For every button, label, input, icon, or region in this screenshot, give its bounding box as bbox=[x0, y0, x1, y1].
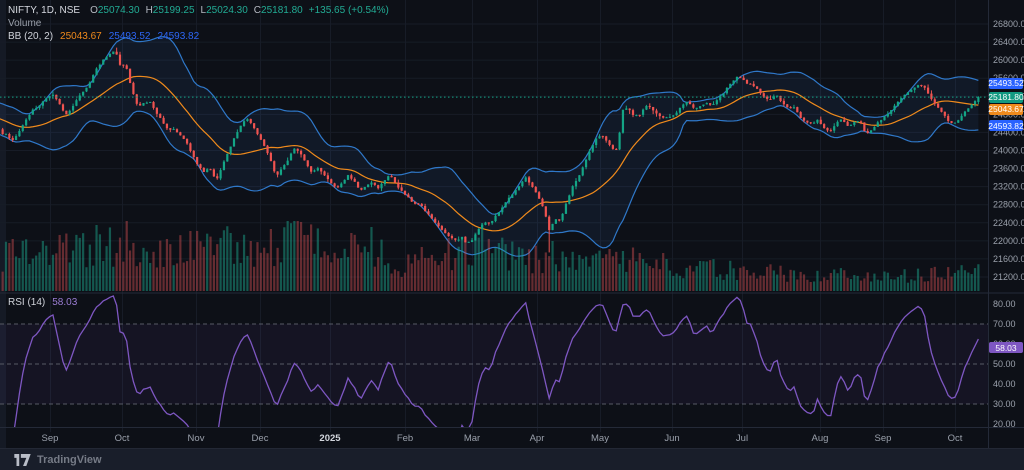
rsi-pane bbox=[0, 295, 988, 427]
price-axis[interactable] bbox=[988, 0, 1024, 448]
bb-upper-value: 25493.52 bbox=[108, 31, 151, 42]
price-label-badge: 25181.80 bbox=[988, 91, 1024, 103]
bollinger-bands bbox=[0, 36, 979, 257]
price-tick: 26800.00 bbox=[993, 19, 1024, 29]
low-value: 25024.30 bbox=[206, 5, 248, 16]
time-tick: Oct bbox=[115, 433, 130, 444]
open-label: O bbox=[90, 5, 98, 16]
volume-bars bbox=[1, 221, 980, 291]
bottom-bar: TradingView bbox=[0, 448, 1024, 470]
price-tick: 26400.00 bbox=[993, 37, 1024, 47]
rsi-tick: 70.00 bbox=[993, 319, 1016, 329]
symbol-legend: NIFTY, 1D, NSE O 25074.30 H 25199.25 L 2502… bbox=[8, 4, 389, 43]
tradingview-brand-text: TradingView bbox=[37, 453, 102, 466]
rsi-tick: 20.00 bbox=[993, 419, 1016, 429]
time-tick: Aug bbox=[812, 433, 829, 444]
time-tick: Nov bbox=[188, 433, 205, 444]
bb-lower-value: 24593.82 bbox=[157, 31, 200, 42]
time-tick: May bbox=[591, 433, 609, 444]
high-value: 25199.25 bbox=[152, 5, 195, 16]
price-tick: 23200.00 bbox=[993, 182, 1024, 192]
rsi-value: 58.03 bbox=[52, 297, 78, 308]
volume-row: Volume bbox=[8, 17, 389, 30]
time-tick: Jun bbox=[664, 433, 679, 444]
ohlc-row: NIFTY, 1D, NSE O 25074.30 H 25199.25 L 2502… bbox=[8, 4, 389, 17]
price-tick: 23600.00 bbox=[993, 164, 1024, 174]
low-label: L bbox=[200, 5, 207, 16]
price-tick: 24400.00 bbox=[993, 127, 1024, 137]
close-label: C bbox=[253, 5, 262, 16]
candlesticks bbox=[1, 47, 980, 253]
price-tick: 21600.00 bbox=[993, 254, 1024, 264]
bb-row: BB (20, 2) 25043.67 25493.52 24593.82 bbox=[8, 30, 389, 43]
price-label-badge: 25043.67 bbox=[988, 103, 1024, 115]
time-tick: Dec bbox=[252, 433, 269, 444]
gridlines bbox=[0, 0, 988, 427]
tradingview-attribution[interactable]: TradingView bbox=[14, 453, 102, 466]
time-tick: Apr bbox=[530, 433, 545, 444]
close-value: 25181.80 bbox=[261, 5, 303, 16]
price-tick: 21200.00 bbox=[993, 272, 1024, 282]
time-axis[interactable] bbox=[0, 428, 988, 448]
tradingview-logo-icon bbox=[14, 453, 31, 466]
time-tick: Oct bbox=[948, 433, 963, 444]
time-tick: Feb bbox=[397, 433, 413, 444]
open-value: 25074.30 bbox=[97, 5, 140, 16]
high-label: H bbox=[145, 5, 153, 16]
change-value: +135.65 (+0.54%) bbox=[308, 5, 389, 16]
bb-indicator-label[interactable]: BB (20, 2) bbox=[8, 31, 54, 42]
time-tick: 2025 bbox=[319, 433, 341, 444]
rsi-tick: 40.00 bbox=[993, 379, 1016, 389]
rsi-tick: 30.00 bbox=[993, 399, 1016, 409]
volume-indicator-label[interactable]: Volume bbox=[8, 18, 42, 29]
bb-basis-value: 25043.67 bbox=[60, 31, 102, 42]
time-tick: Sep bbox=[42, 433, 59, 444]
price-tick: 26000.00 bbox=[993, 55, 1024, 65]
price-tick: 22800.00 bbox=[993, 200, 1024, 210]
time-tick: Mar bbox=[464, 433, 480, 444]
price-tick: 22400.00 bbox=[993, 218, 1024, 228]
rsi-value-badge: 58.03 bbox=[989, 342, 1023, 354]
pane-left-edge bbox=[0, 0, 6, 448]
rsi-tick: 80.00 bbox=[993, 299, 1016, 309]
rsi-tick: 50.00 bbox=[993, 359, 1016, 369]
price-tick: 22000.00 bbox=[993, 236, 1024, 246]
price-label-badge: 25493.52 bbox=[988, 77, 1024, 89]
rsi-indicator-label[interactable]: RSI (14) bbox=[8, 297, 46, 308]
symbol-title[interactable]: NIFTY, 1D, NSE bbox=[8, 5, 81, 16]
time-tick: Sep bbox=[875, 433, 892, 444]
price-tick: 24000.00 bbox=[993, 146, 1024, 156]
rsi-legend: RSI (14) 58.03 bbox=[8, 297, 77, 308]
time-tick: Jul bbox=[736, 433, 748, 444]
price-label-badge: 24593.82 bbox=[988, 120, 1024, 132]
